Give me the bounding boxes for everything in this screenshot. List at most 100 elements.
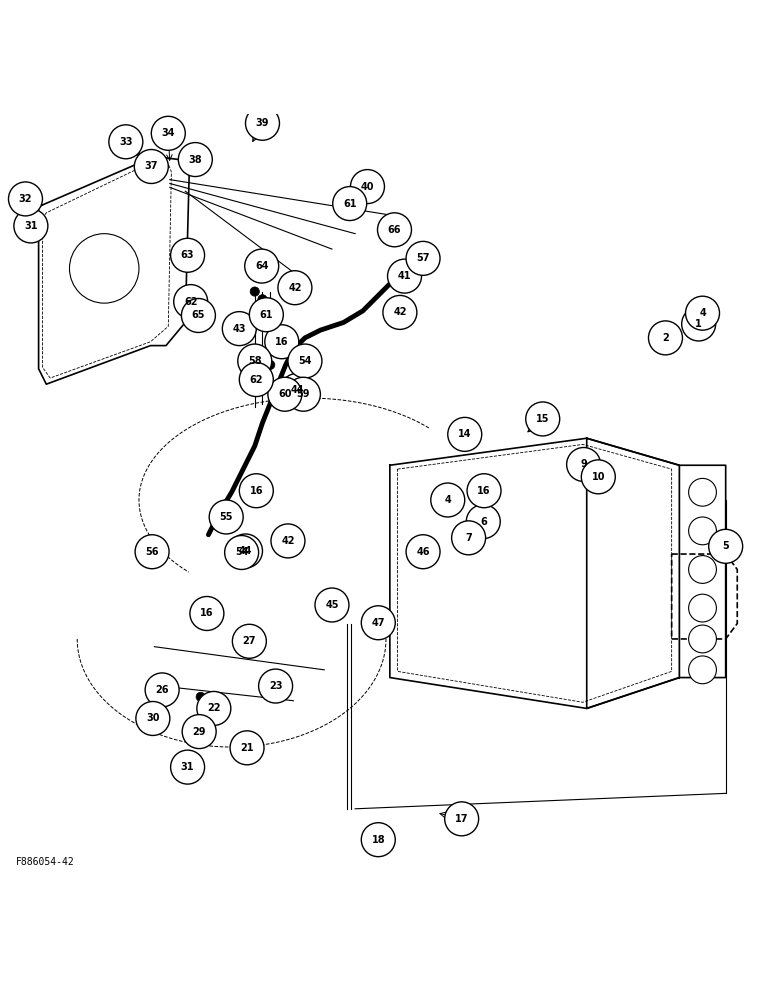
Circle shape	[686, 296, 720, 330]
Text: F886054-42: F886054-42	[15, 857, 74, 867]
Circle shape	[648, 321, 682, 355]
Text: 7: 7	[466, 533, 472, 543]
Circle shape	[689, 478, 716, 506]
Circle shape	[174, 285, 208, 319]
Circle shape	[689, 594, 716, 622]
Text: 62: 62	[249, 375, 263, 385]
Circle shape	[350, 170, 384, 204]
Text: 16: 16	[275, 337, 289, 347]
Circle shape	[581, 460, 615, 494]
Text: 66: 66	[388, 225, 401, 235]
Text: 4: 4	[699, 308, 706, 318]
Circle shape	[448, 417, 482, 451]
Text: 42: 42	[393, 307, 407, 317]
Text: 31: 31	[24, 221, 38, 231]
Circle shape	[230, 731, 264, 765]
Circle shape	[109, 125, 143, 159]
Circle shape	[333, 187, 367, 221]
Text: 31: 31	[181, 762, 195, 772]
Circle shape	[388, 259, 422, 293]
Text: 54: 54	[235, 547, 249, 557]
Circle shape	[526, 402, 560, 436]
Text: 39: 39	[256, 118, 269, 128]
Text: 18: 18	[371, 835, 385, 845]
Circle shape	[250, 287, 259, 296]
Text: 34: 34	[161, 128, 175, 138]
Text: 5: 5	[723, 541, 729, 551]
Circle shape	[182, 715, 216, 749]
Text: 40: 40	[361, 182, 374, 192]
Circle shape	[222, 312, 256, 346]
Text: 16: 16	[249, 486, 263, 496]
Circle shape	[268, 377, 302, 411]
Circle shape	[361, 606, 395, 640]
Text: 30: 30	[146, 713, 160, 723]
Circle shape	[258, 353, 267, 362]
Circle shape	[190, 596, 224, 630]
Text: 44: 44	[290, 385, 304, 395]
Circle shape	[445, 802, 479, 836]
Text: 55: 55	[219, 512, 233, 522]
Circle shape	[709, 529, 743, 563]
Circle shape	[271, 524, 305, 558]
Text: 43: 43	[232, 324, 246, 334]
Circle shape	[181, 299, 215, 332]
Circle shape	[259, 669, 293, 703]
Text: 60: 60	[278, 389, 292, 399]
Circle shape	[466, 505, 500, 539]
Text: 33: 33	[119, 137, 133, 147]
Circle shape	[225, 536, 259, 569]
Circle shape	[378, 213, 411, 247]
Circle shape	[136, 701, 170, 735]
Text: 57: 57	[416, 253, 430, 263]
Text: 32: 32	[19, 194, 32, 204]
Text: 14: 14	[458, 429, 472, 439]
Circle shape	[245, 249, 279, 283]
Circle shape	[196, 692, 205, 701]
Circle shape	[229, 534, 262, 568]
Circle shape	[135, 535, 169, 569]
Text: 59: 59	[296, 389, 310, 399]
Circle shape	[171, 238, 205, 272]
Text: 63: 63	[181, 250, 195, 260]
Circle shape	[278, 271, 312, 305]
Text: 54: 54	[298, 356, 312, 366]
Circle shape	[280, 373, 314, 407]
Text: 10: 10	[591, 472, 605, 482]
Circle shape	[452, 521, 486, 555]
Circle shape	[431, 483, 465, 517]
Text: 23: 23	[269, 681, 283, 691]
Circle shape	[134, 150, 168, 183]
Circle shape	[265, 325, 299, 359]
Circle shape	[383, 295, 417, 329]
Circle shape	[178, 143, 212, 177]
Circle shape	[238, 344, 272, 378]
Circle shape	[239, 363, 273, 397]
Circle shape	[689, 625, 716, 653]
Text: 47: 47	[371, 618, 385, 628]
Circle shape	[197, 691, 231, 725]
Text: 41: 41	[398, 271, 411, 281]
Circle shape	[209, 500, 243, 534]
Circle shape	[266, 360, 275, 370]
Text: 61: 61	[343, 199, 357, 209]
Circle shape	[250, 345, 259, 354]
Circle shape	[286, 377, 320, 411]
Text: 45: 45	[325, 600, 339, 610]
Text: 58: 58	[248, 356, 262, 366]
Text: 6: 6	[480, 517, 486, 527]
Circle shape	[249, 298, 283, 332]
Circle shape	[689, 556, 716, 583]
Text: 65: 65	[191, 310, 205, 320]
Circle shape	[361, 823, 395, 857]
Circle shape	[69, 234, 139, 303]
Text: 61: 61	[259, 310, 273, 320]
Circle shape	[14, 209, 48, 243]
Text: 9: 9	[581, 459, 587, 469]
Text: 17: 17	[455, 814, 469, 824]
Text: 1: 1	[696, 319, 702, 329]
Circle shape	[689, 517, 716, 545]
Text: 21: 21	[240, 743, 254, 753]
Text: 42: 42	[288, 283, 302, 293]
Circle shape	[8, 182, 42, 216]
